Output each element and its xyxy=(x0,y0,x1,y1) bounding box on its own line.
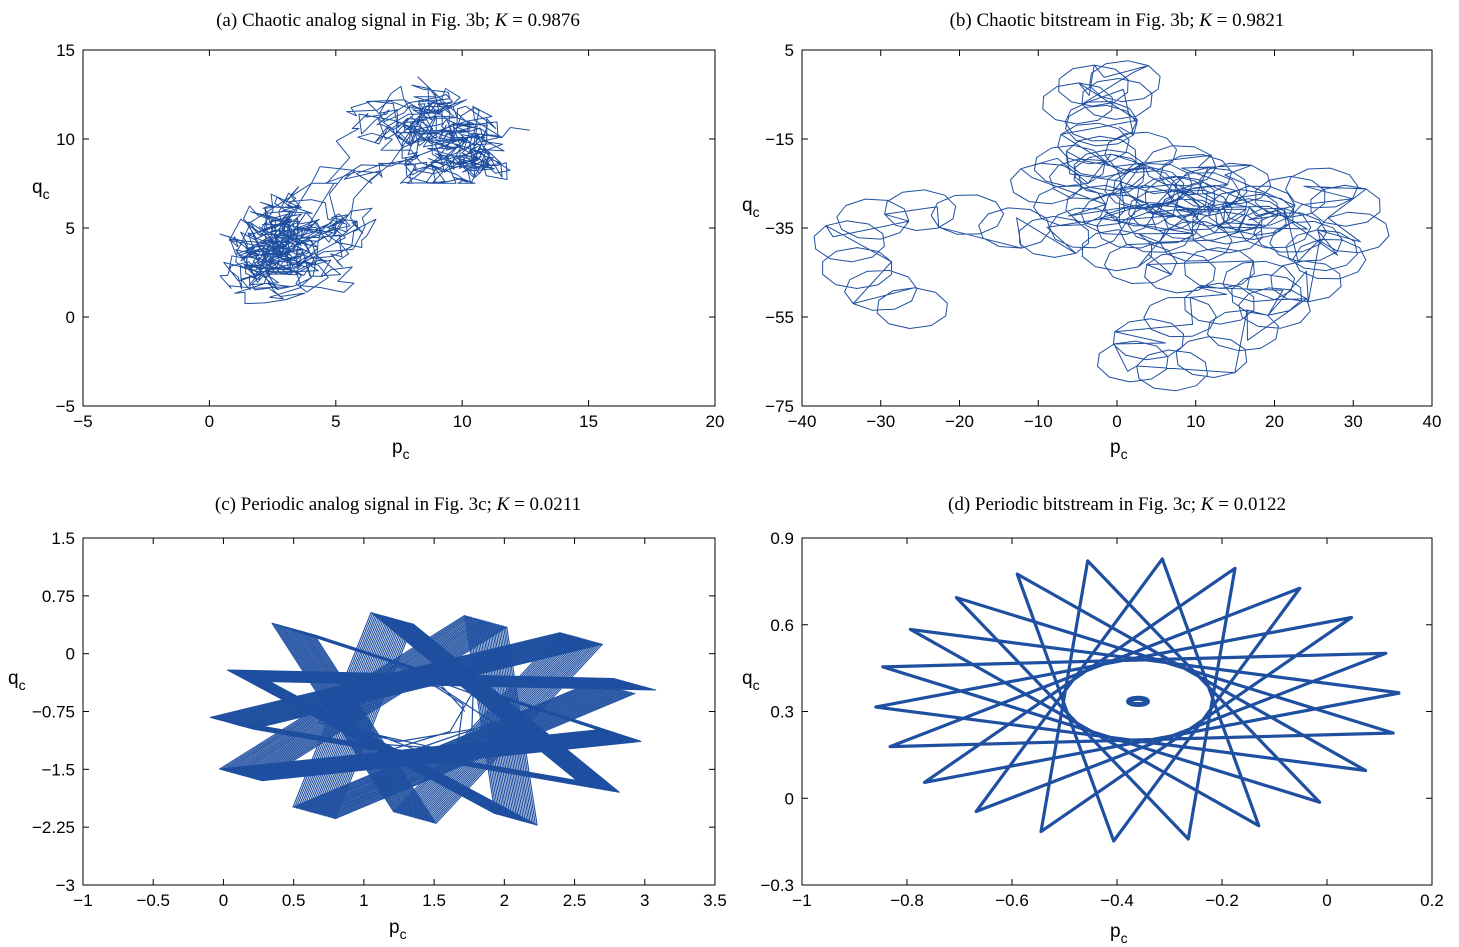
panel-c-title: (c) Periodic analog signal in Fig. 3c; K… xyxy=(215,494,581,515)
panel-d-ylabel: qc xyxy=(742,668,760,693)
series-line-chaotic-analog xyxy=(219,76,530,305)
y-tick-label: −0.3 xyxy=(760,876,794,895)
panel-d-title: (d) Periodic bitstream in Fig. 3c; K = 0… xyxy=(948,494,1286,515)
x-tick-label: 2 xyxy=(500,891,509,910)
y-tick-label: −5 xyxy=(56,397,75,416)
panel-b-xlabel: pc xyxy=(1110,437,1128,462)
x-tick-label: 0 xyxy=(1322,891,1331,910)
y-tick-label: −35 xyxy=(765,219,794,238)
series-line-inner-web xyxy=(317,664,495,756)
panel-d-ticks: −1 −0.8 −0.6 −0.4 −0.2 0 0.2 −0.3 0 0.3 0.6 0.9 xyxy=(760,529,1443,910)
panel-d: (d) Periodic bitstream in Fig. 3c; K = 0… xyxy=(742,494,1444,946)
panel-a-xlabel: pc xyxy=(392,437,410,462)
y-tick-label: 10 xyxy=(56,130,75,149)
x-tick-label: −5 xyxy=(73,412,92,431)
panel-c-xlabel: pc xyxy=(389,917,407,942)
y-tick-label: 0 xyxy=(785,789,794,808)
panel-b-series xyxy=(813,60,1390,392)
y-tick-label: 0 xyxy=(66,645,75,664)
x-tick-label: 1 xyxy=(359,891,368,910)
panel-a-frame xyxy=(82,49,716,407)
x-tick-label: 10 xyxy=(453,412,472,431)
panel-d-xlabel: pc xyxy=(1110,921,1128,946)
panel-d-plot-area xyxy=(874,557,1401,843)
panel-b-title: (b) Chaotic bitstream in Fig. 3b; K = 0.… xyxy=(950,10,1285,31)
y-tick-label: 0.6 xyxy=(770,616,794,635)
panel-a-ylabel: qc xyxy=(32,177,50,202)
panel-c-plot-area xyxy=(209,611,657,826)
panel-b-frame xyxy=(801,49,1433,407)
y-tick-label: −0.75 xyxy=(32,703,75,722)
panel-a-series xyxy=(219,76,530,305)
x-tick-label: 0 xyxy=(219,891,228,910)
x-tick-label: 0 xyxy=(205,412,214,431)
panel-c: (c) Periodic analog signal in Fig. 3c; K… xyxy=(8,494,727,942)
x-tick-label: 0.5 xyxy=(282,891,306,910)
y-tick-label: 0.9 xyxy=(770,529,794,548)
y-tick-label: 1.5 xyxy=(51,529,75,548)
panel-a-plot-area xyxy=(219,76,530,305)
panel-c-ylabel: qc xyxy=(8,668,26,693)
y-tick-label: 0 xyxy=(66,308,75,327)
panel-b-plot-area xyxy=(813,60,1390,392)
y-tick-label: −55 xyxy=(765,308,794,327)
y-tick-label: −2.25 xyxy=(32,818,75,837)
x-tick-label: 2.5 xyxy=(563,891,587,910)
y-tick-label: −75 xyxy=(765,397,794,416)
x-tick-label: −20 xyxy=(945,412,974,431)
y-tick-label: −1.5 xyxy=(41,760,75,779)
panel-b-ylabel: qc xyxy=(742,195,760,220)
series-band-line xyxy=(252,623,657,826)
x-tick-label: −0.6 xyxy=(995,891,1029,910)
x-tick-label: 15 xyxy=(579,412,598,431)
x-tick-label: 40 xyxy=(1423,412,1442,431)
panel-a-title: (a) Chaotic analog signal in Fig. 3b; K … xyxy=(216,10,580,31)
x-tick-label: 0 xyxy=(1112,412,1121,431)
x-tick-label: 0.2 xyxy=(1420,891,1444,910)
x-tick-label: 3 xyxy=(640,891,649,910)
panel-d-series xyxy=(874,557,1401,843)
x-tick-label: −0.4 xyxy=(1100,891,1134,910)
panel-a: (a) Chaotic analog signal in Fig. 3b; K … xyxy=(32,10,724,462)
x-tick-label: −0.5 xyxy=(136,891,170,910)
panel-c-series xyxy=(209,611,657,826)
x-tick-label: −1 xyxy=(73,891,92,910)
x-tick-label: 20 xyxy=(1265,412,1284,431)
panel-b: (b) Chaotic bitstream in Fig. 3b; K = 0.… xyxy=(742,10,1441,462)
panel-c-frame xyxy=(82,537,716,886)
x-tick-label: 3.5 xyxy=(703,891,727,910)
series-bands-periodic-analog xyxy=(209,611,657,826)
x-tick-label: 10 xyxy=(1186,412,1205,431)
y-tick-label: 15 xyxy=(56,41,75,60)
y-tick-label: 0.3 xyxy=(770,703,794,722)
panel-c-ticks: −1 −0.5 0 0.5 1 1.5 2 2.5 3 3.5 −3 −2.25 −1.5 −0.75 0 0… xyxy=(32,529,727,910)
series-line-chaotic-bitstream xyxy=(813,60,1390,392)
x-tick-label: 30 xyxy=(1344,412,1363,431)
x-tick-label: −30 xyxy=(866,412,895,431)
y-tick-label: −3 xyxy=(56,876,75,895)
x-tick-label: −0.2 xyxy=(1205,891,1239,910)
y-tick-label: 5 xyxy=(785,41,794,60)
y-tick-label: −15 xyxy=(765,130,794,149)
x-tick-label: −10 xyxy=(1024,412,1053,431)
x-tick-label: −40 xyxy=(788,412,817,431)
x-tick-label: 1.5 xyxy=(422,891,446,910)
series-core-ring xyxy=(1126,695,1150,708)
x-tick-label: 5 xyxy=(331,412,340,431)
series-band-line xyxy=(250,623,655,826)
series-line-periodic-bitstream xyxy=(874,557,1401,843)
x-tick-label: −1 xyxy=(792,891,811,910)
x-tick-label: 20 xyxy=(706,412,725,431)
panel-a-ticks: −5 0 5 10 15 20 −5 0 5 10 15 xyxy=(56,41,725,431)
y-tick-label: 5 xyxy=(66,219,75,238)
panel-d-frame xyxy=(801,537,1433,886)
y-tick-label: 0.75 xyxy=(42,587,75,606)
x-tick-label: −0.8 xyxy=(890,891,924,910)
